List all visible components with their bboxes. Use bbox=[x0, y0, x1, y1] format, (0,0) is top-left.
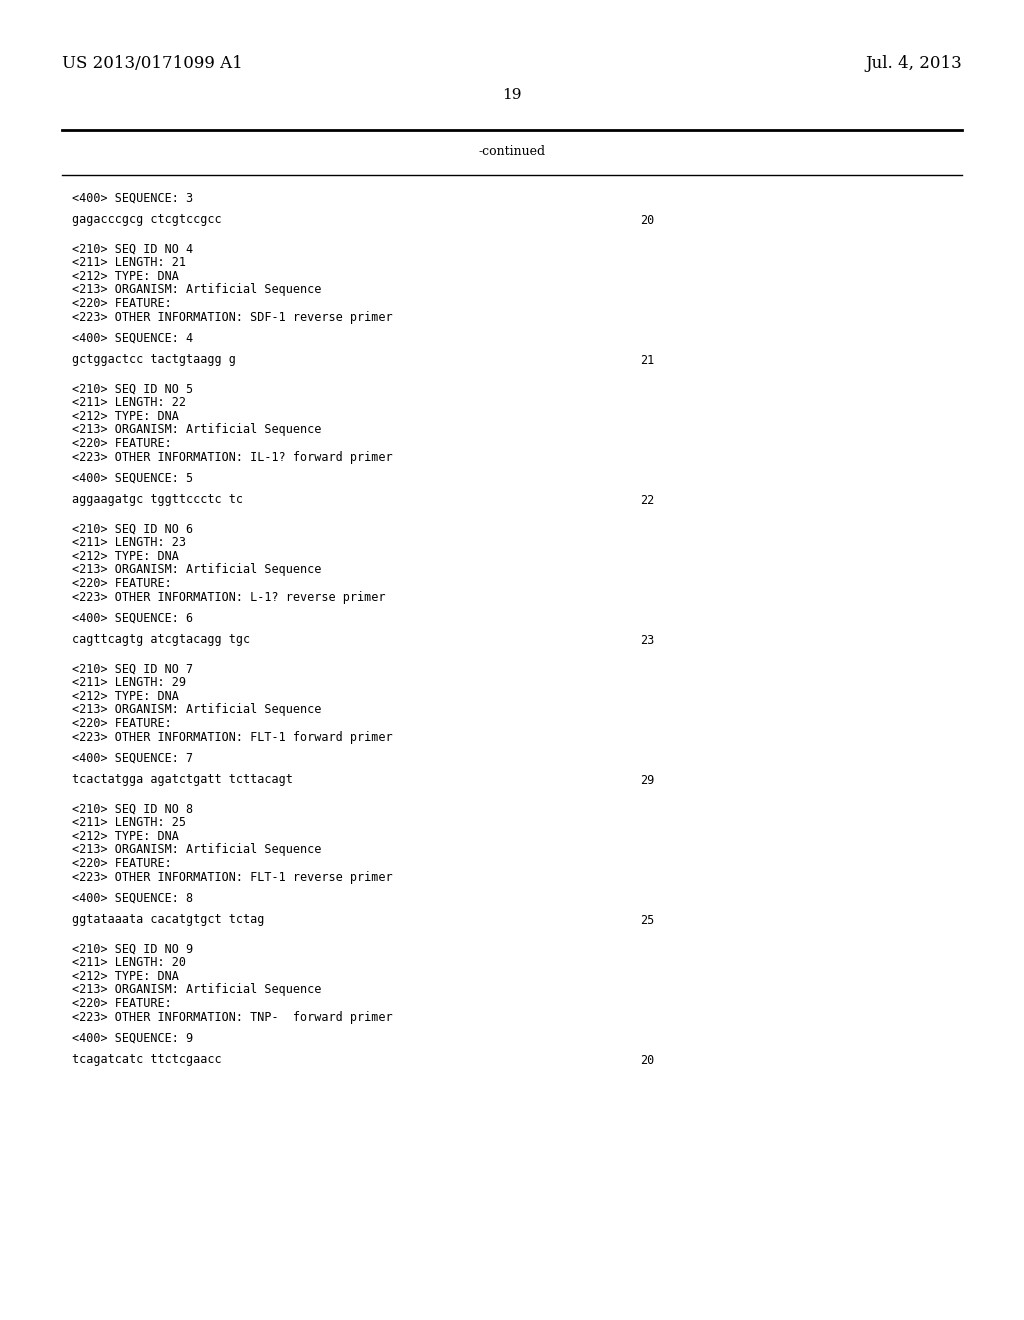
Text: <212> TYPE: DNA: <212> TYPE: DNA bbox=[72, 271, 179, 282]
Text: <220> FEATURE:: <220> FEATURE: bbox=[72, 297, 172, 310]
Text: <212> TYPE: DNA: <212> TYPE: DNA bbox=[72, 830, 179, 843]
Text: <220> FEATURE:: <220> FEATURE: bbox=[72, 577, 172, 590]
Text: <210> SEQ ID NO 7: <210> SEQ ID NO 7 bbox=[72, 663, 194, 676]
Text: <211> LENGTH: 21: <211> LENGTH: 21 bbox=[72, 256, 186, 269]
Text: <213> ORGANISM: Artificial Sequence: <213> ORGANISM: Artificial Sequence bbox=[72, 983, 322, 997]
Text: <213> ORGANISM: Artificial Sequence: <213> ORGANISM: Artificial Sequence bbox=[72, 284, 322, 297]
Text: <212> TYPE: DNA: <212> TYPE: DNA bbox=[72, 411, 179, 422]
Text: gctggactcc tactgtaagg g: gctggactcc tactgtaagg g bbox=[72, 354, 236, 367]
Text: aggaagatgc tggttccctc tc: aggaagatgc tggttccctc tc bbox=[72, 494, 243, 507]
Text: 21: 21 bbox=[640, 354, 654, 367]
Text: <223> OTHER INFORMATION: L-1? reverse primer: <223> OTHER INFORMATION: L-1? reverse pr… bbox=[72, 590, 385, 603]
Text: gagacccgcg ctcgtccgcc: gagacccgcg ctcgtccgcc bbox=[72, 214, 221, 227]
Text: <213> ORGANISM: Artificial Sequence: <213> ORGANISM: Artificial Sequence bbox=[72, 843, 322, 857]
Text: <223> OTHER INFORMATION: TNP-  forward primer: <223> OTHER INFORMATION: TNP- forward pr… bbox=[72, 1011, 392, 1023]
Text: US 2013/0171099 A1: US 2013/0171099 A1 bbox=[62, 55, 243, 73]
Text: <210> SEQ ID NO 5: <210> SEQ ID NO 5 bbox=[72, 383, 194, 396]
Text: <220> FEATURE:: <220> FEATURE: bbox=[72, 857, 172, 870]
Text: <212> TYPE: DNA: <212> TYPE: DNA bbox=[72, 690, 179, 704]
Text: <210> SEQ ID NO 8: <210> SEQ ID NO 8 bbox=[72, 803, 194, 816]
Text: <213> ORGANISM: Artificial Sequence: <213> ORGANISM: Artificial Sequence bbox=[72, 564, 322, 577]
Text: <211> LENGTH: 22: <211> LENGTH: 22 bbox=[72, 396, 186, 409]
Text: <212> TYPE: DNA: <212> TYPE: DNA bbox=[72, 970, 179, 983]
Text: <210> SEQ ID NO 4: <210> SEQ ID NO 4 bbox=[72, 243, 194, 256]
Text: <211> LENGTH: 29: <211> LENGTH: 29 bbox=[72, 676, 186, 689]
Text: <223> OTHER INFORMATION: IL-1? forward primer: <223> OTHER INFORMATION: IL-1? forward p… bbox=[72, 450, 392, 463]
Text: <400> SEQUENCE: 4: <400> SEQUENCE: 4 bbox=[72, 333, 194, 345]
Text: 20: 20 bbox=[640, 214, 654, 227]
Text: <400> SEQUENCE: 8: <400> SEQUENCE: 8 bbox=[72, 892, 194, 906]
Text: <213> ORGANISM: Artificial Sequence: <213> ORGANISM: Artificial Sequence bbox=[72, 424, 322, 437]
Text: <212> TYPE: DNA: <212> TYPE: DNA bbox=[72, 550, 179, 564]
Text: tcagatcatc ttctcgaacc: tcagatcatc ttctcgaacc bbox=[72, 1053, 221, 1067]
Text: <220> FEATURE:: <220> FEATURE: bbox=[72, 997, 172, 1010]
Text: <223> OTHER INFORMATION: SDF-1 reverse primer: <223> OTHER INFORMATION: SDF-1 reverse p… bbox=[72, 310, 392, 323]
Text: cagttcagtg atcgtacagg tgc: cagttcagtg atcgtacagg tgc bbox=[72, 634, 250, 647]
Text: <220> FEATURE:: <220> FEATURE: bbox=[72, 437, 172, 450]
Text: <211> LENGTH: 25: <211> LENGTH: 25 bbox=[72, 817, 186, 829]
Text: <400> SEQUENCE: 6: <400> SEQUENCE: 6 bbox=[72, 612, 194, 624]
Text: <213> ORGANISM: Artificial Sequence: <213> ORGANISM: Artificial Sequence bbox=[72, 704, 322, 717]
Text: -continued: -continued bbox=[478, 145, 546, 158]
Text: 23: 23 bbox=[640, 634, 654, 647]
Text: 22: 22 bbox=[640, 494, 654, 507]
Text: 29: 29 bbox=[640, 774, 654, 787]
Text: 19: 19 bbox=[502, 88, 522, 102]
Text: 20: 20 bbox=[640, 1053, 654, 1067]
Text: <400> SEQUENCE: 5: <400> SEQUENCE: 5 bbox=[72, 473, 194, 484]
Text: <223> OTHER INFORMATION: FLT-1 reverse primer: <223> OTHER INFORMATION: FLT-1 reverse p… bbox=[72, 870, 392, 883]
Text: <223> OTHER INFORMATION: FLT-1 forward primer: <223> OTHER INFORMATION: FLT-1 forward p… bbox=[72, 730, 392, 743]
Text: <220> FEATURE:: <220> FEATURE: bbox=[72, 717, 172, 730]
Text: Jul. 4, 2013: Jul. 4, 2013 bbox=[865, 55, 962, 73]
Text: <400> SEQUENCE: 3: <400> SEQUENCE: 3 bbox=[72, 191, 194, 205]
Text: tcactatgga agatctgatt tcttacagt: tcactatgga agatctgatt tcttacagt bbox=[72, 774, 293, 787]
Text: <400> SEQUENCE: 9: <400> SEQUENCE: 9 bbox=[72, 1032, 194, 1045]
Text: ggtataaata cacatgtgct tctag: ggtataaata cacatgtgct tctag bbox=[72, 913, 264, 927]
Text: 25: 25 bbox=[640, 913, 654, 927]
Text: <400> SEQUENCE: 7: <400> SEQUENCE: 7 bbox=[72, 752, 194, 766]
Text: <210> SEQ ID NO 6: <210> SEQ ID NO 6 bbox=[72, 523, 194, 536]
Text: <211> LENGTH: 20: <211> LENGTH: 20 bbox=[72, 957, 186, 969]
Text: <211> LENGTH: 23: <211> LENGTH: 23 bbox=[72, 536, 186, 549]
Text: <210> SEQ ID NO 9: <210> SEQ ID NO 9 bbox=[72, 942, 194, 956]
